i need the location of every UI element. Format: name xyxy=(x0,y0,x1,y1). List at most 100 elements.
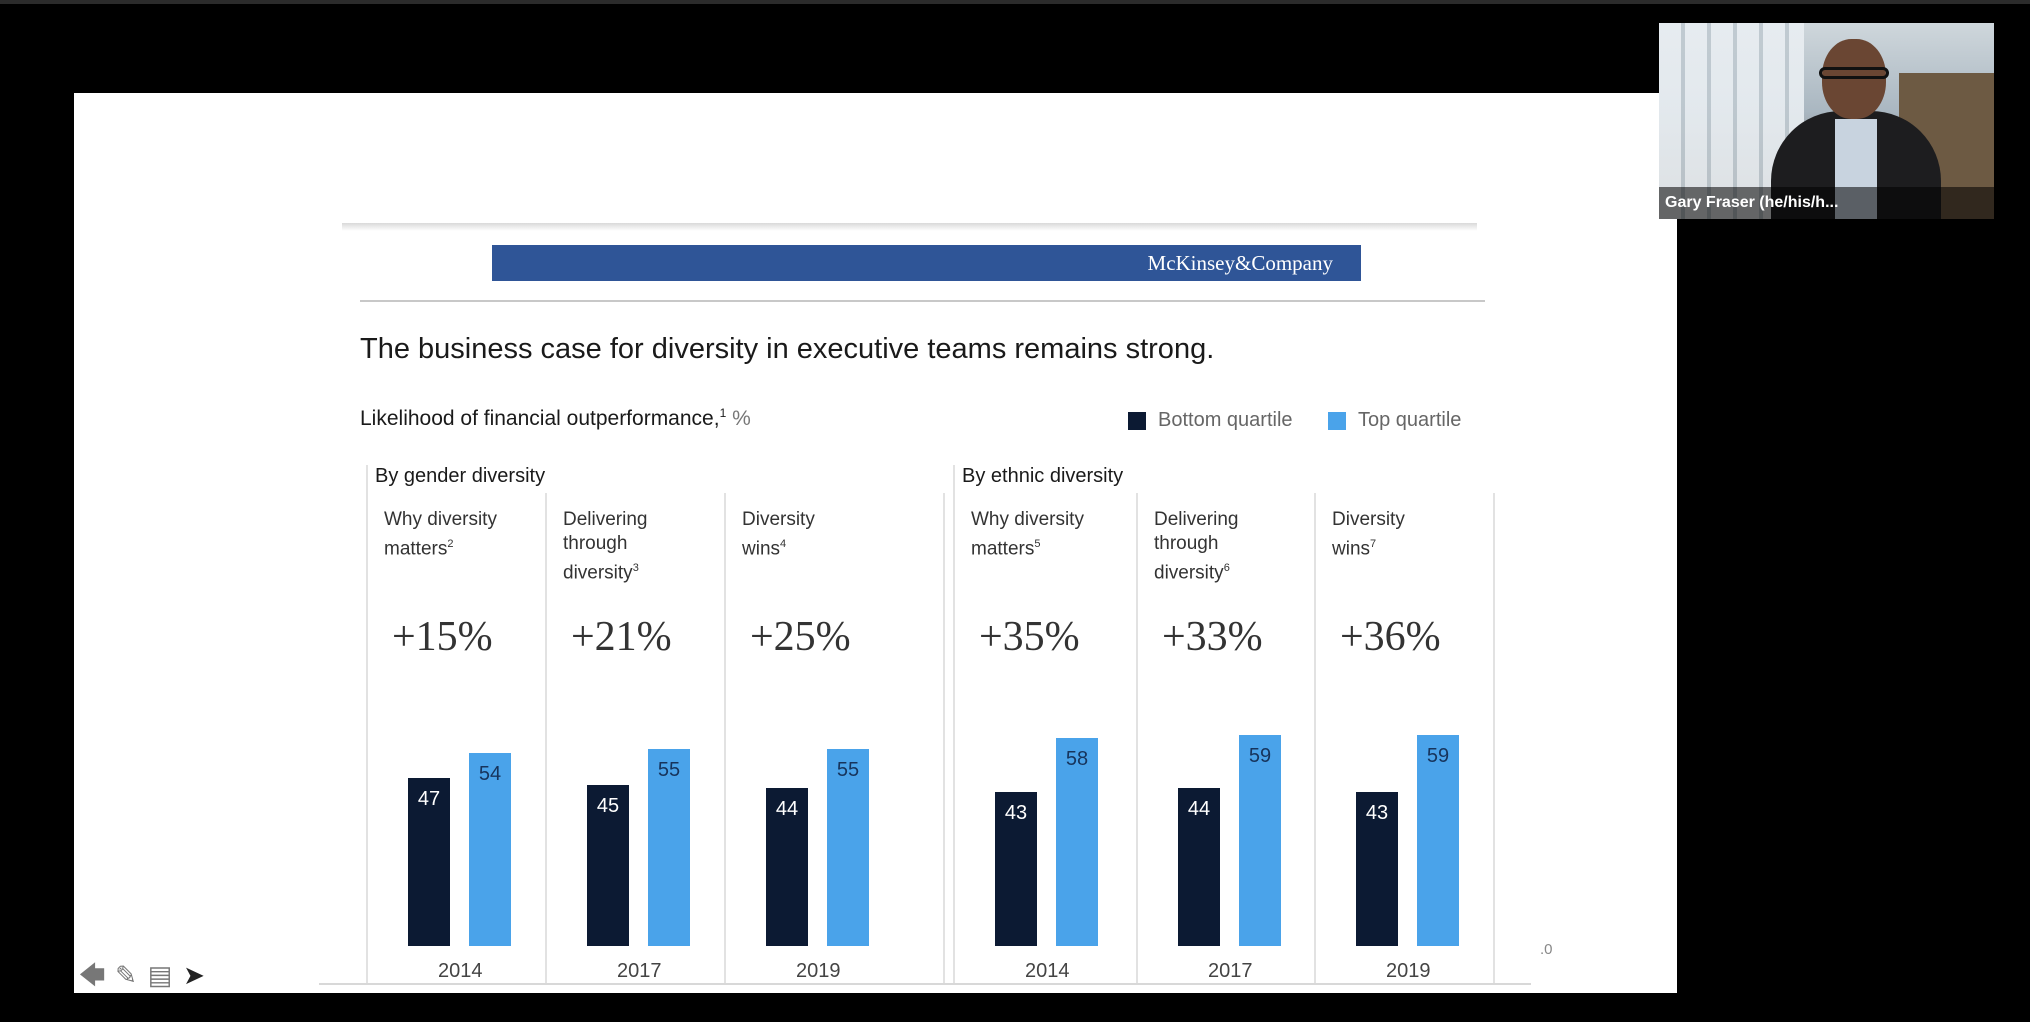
bar-top-quartile: 59 xyxy=(1417,735,1459,946)
column-header-line: through xyxy=(1154,533,1219,554)
column-header: Delivering through diversity3 xyxy=(563,508,647,585)
chart-subtitle: Likelihood of financial outperformance,1… xyxy=(360,406,751,431)
column-header-line: matters xyxy=(971,538,1035,560)
year-label: 2014 xyxy=(438,960,483,982)
column-header-line: wins xyxy=(1332,538,1371,560)
year-label: 2017 xyxy=(617,960,662,982)
window-top-edge xyxy=(0,0,2030,4)
column-header-line: Delivering xyxy=(563,509,648,530)
brand-banner: McKinsey&Company xyxy=(492,245,1361,281)
bar-top-quartile: 59 xyxy=(1239,735,1281,946)
bar-value-label: 44 xyxy=(1187,798,1211,820)
column-header: Diversity wins7 xyxy=(1332,508,1405,561)
bar-value-label: 43 xyxy=(1004,802,1028,824)
column-header-line: through xyxy=(563,533,628,554)
shared-slide: McKinsey&Company The business case for d… xyxy=(74,93,1677,993)
column-header-line: Diversity xyxy=(742,509,815,530)
year-label: 2017 xyxy=(1208,960,1253,982)
group-title: By ethnic diversity xyxy=(962,465,1124,487)
header-rule xyxy=(360,300,1485,302)
year-label: 2019 xyxy=(796,960,841,982)
column-divider xyxy=(366,465,368,985)
column-header: Why diversity matters5 xyxy=(971,508,1084,561)
column-divider xyxy=(545,493,547,985)
group-title: By gender diversity xyxy=(375,465,546,487)
legend-swatch-light xyxy=(1328,411,1346,430)
slide-top-shadow xyxy=(342,223,1477,231)
bar-value-label: 58 xyxy=(1065,748,1089,770)
back-arrow-icon[interactable]: 🡄 xyxy=(78,960,106,990)
column-header-line: diversity xyxy=(1154,562,1224,584)
presentation-toolbar: 🡄 ✎ ▤ ➤ xyxy=(74,960,214,992)
chart-baseline xyxy=(319,983,1531,985)
legend-label: Top quartile xyxy=(1358,409,1462,431)
bar-top-quartile: 54 xyxy=(469,753,511,946)
delta-label: +33% xyxy=(1162,614,1263,660)
pointer-icon[interactable]: ➤ xyxy=(183,960,205,990)
bar-value-label: 43 xyxy=(1365,802,1389,824)
column-divider xyxy=(1314,493,1316,985)
delta-label: +35% xyxy=(979,614,1080,660)
subtitle-footnote: 1 xyxy=(719,406,727,420)
bar-bottom-quartile: 45 xyxy=(587,785,629,946)
column-header-line: diversity xyxy=(563,562,633,584)
column-header-line: Why diversity xyxy=(971,509,1084,530)
bar-value-label: 45 xyxy=(596,795,620,817)
delta-label: +21% xyxy=(571,614,672,660)
delta-label: +15% xyxy=(392,614,493,660)
column-header-line: Why diversity xyxy=(384,509,497,530)
column-header-line: Delivering xyxy=(1154,509,1239,530)
column-footnote: 6 xyxy=(1223,562,1230,574)
delta-label: +36% xyxy=(1340,614,1441,660)
column-footnote: 7 xyxy=(1370,538,1377,550)
legend-swatch-dark xyxy=(1128,411,1146,430)
bar-bottom-quartile: 43 xyxy=(995,792,1037,946)
bar-value-label: 54 xyxy=(478,763,502,785)
bar-bottom-quartile: 47 xyxy=(408,778,450,946)
column-footnote: 5 xyxy=(1034,538,1041,550)
bar-value-label: 44 xyxy=(775,798,799,820)
column-header: Delivering through diversity6 xyxy=(1154,508,1238,585)
column-header-line: wins xyxy=(742,538,781,560)
participant-name: Gary Fraser (he/his/h... xyxy=(1665,194,1839,211)
stray-mark: .0 xyxy=(1540,941,1553,958)
pencil-icon[interactable]: ✎ xyxy=(115,960,137,990)
bar-bottom-quartile: 44 xyxy=(1178,788,1220,946)
column-divider xyxy=(953,465,955,985)
bar-value-label: 59 xyxy=(1248,745,1272,767)
column-divider xyxy=(943,493,945,985)
participant-video-tile[interactable]: Gary Fraser (he/his/h... xyxy=(1659,23,1994,219)
bar-value-label: 47 xyxy=(417,788,441,810)
column-header: Diversity wins4 xyxy=(742,508,815,561)
year-label: 2019 xyxy=(1386,960,1431,982)
bar-top-quartile: 58 xyxy=(1056,738,1098,946)
delta-label: +25% xyxy=(750,614,851,660)
column-header-line: matters xyxy=(384,538,448,560)
column-footnote: 2 xyxy=(447,538,454,550)
column-header: Why diversity matters2 xyxy=(384,508,497,561)
column-divider xyxy=(724,493,726,985)
subtitle-text: Likelihood of financial outperformance, xyxy=(360,407,720,430)
bar-bottom-quartile: 43 xyxy=(1356,792,1398,946)
bar-bottom-quartile: 44 xyxy=(766,788,808,946)
bar-value-label: 59 xyxy=(1426,745,1450,767)
subtitle-unit: % xyxy=(732,407,751,430)
legend-bottom-quartile: Bottom quartile xyxy=(1128,409,1293,432)
bar-value-label: 55 xyxy=(657,759,681,781)
bar-value-label: 55 xyxy=(836,759,860,781)
column-footnote: 4 xyxy=(780,538,787,550)
bar-top-quartile: 55 xyxy=(648,749,690,946)
column-header-line: Diversity xyxy=(1332,509,1405,530)
brand-logo: McKinsey&Company xyxy=(1147,251,1333,275)
year-label: 2014 xyxy=(1025,960,1070,982)
legend-label: Bottom quartile xyxy=(1158,409,1293,431)
glasses-icon xyxy=(1819,67,1889,79)
notes-icon[interactable]: ▤ xyxy=(147,960,173,990)
column-divider xyxy=(1493,493,1495,985)
participant-head xyxy=(1822,39,1886,119)
legend-top-quartile: Top quartile xyxy=(1328,409,1461,432)
column-divider xyxy=(1136,493,1138,985)
name-bar: Gary Fraser (he/his/h... xyxy=(1659,187,1994,219)
slide-headline: The business case for diversity in execu… xyxy=(360,333,1215,365)
